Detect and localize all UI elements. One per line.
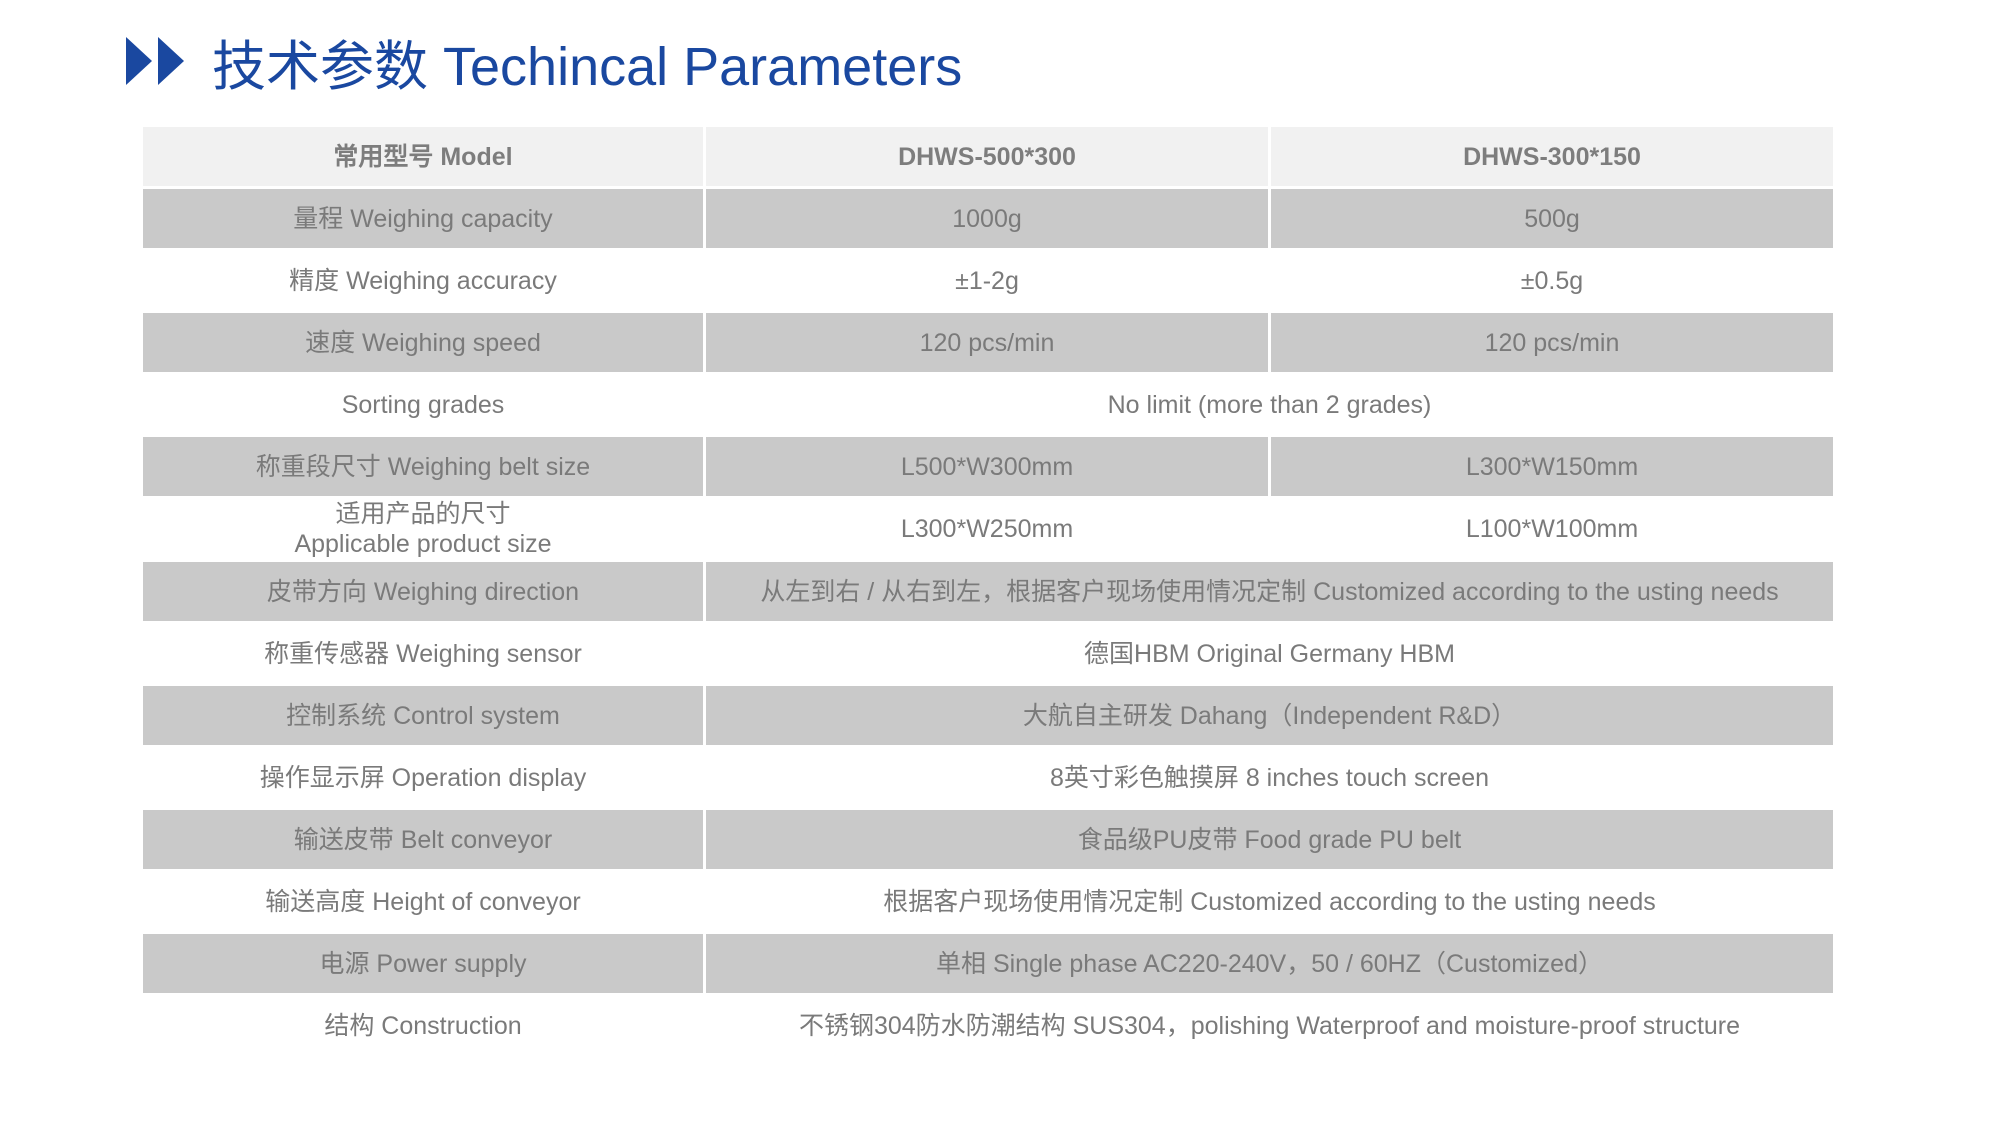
table-row: 适用产品的尺寸 Applicable product size L300*W250m… bbox=[140, 496, 1836, 562]
row-value: No limit (more than 2 grades) bbox=[703, 372, 1836, 437]
row-value: ±1-2g bbox=[703, 248, 1271, 313]
table-row: 精度 Weighing accuracy ±1-2g ±0.5g bbox=[140, 248, 1836, 313]
column-header: 常用型号 Model bbox=[140, 124, 706, 189]
row-value: 500g bbox=[1268, 186, 1836, 251]
table-row: 速度 Weighing speed 120 pcs/min 120 pcs/min bbox=[140, 310, 1836, 375]
row-value: 食品级PU皮带 Food grade PU belt bbox=[703, 807, 1836, 872]
row-value: L500*W300mm bbox=[703, 434, 1271, 499]
table-row: 称重传感器 Weighing sensor 德国HBM Original Germ… bbox=[140, 621, 1836, 686]
table-row: Sorting grades No limit (more than 2 grad… bbox=[140, 372, 1836, 437]
row-label-text: 输送高度 Height of conveyor bbox=[265, 887, 581, 916]
row-value: 不锈钢304防水防潮结构 SUS304，polishing Waterproof… bbox=[703, 993, 1836, 1058]
play-arrow-icon bbox=[126, 37, 152, 85]
page-title: 技术参数 Techincal Parameters bbox=[212, 36, 963, 97]
row-label: 量程 Weighing capacity bbox=[140, 186, 706, 251]
row-value: 120 pcs/min bbox=[703, 310, 1271, 375]
table-row: 结构 Construction 不锈钢304防水防潮结构 SUS304，polis… bbox=[140, 993, 1836, 1058]
table-row: 电源 Power supply 单相 Single phase AC220-240… bbox=[140, 931, 1836, 996]
row-value: L300*W150mm bbox=[1268, 434, 1836, 499]
row-value: 8英寸彩色触摸屏 8 inches touch screen bbox=[703, 745, 1836, 810]
row-value: 从左到右 / 从右到左，根据客户现场使用情况定制 Customized acco… bbox=[703, 559, 1836, 624]
row-label: 称重段尺寸 Weighing belt size bbox=[140, 434, 706, 499]
row-label: 适用产品的尺寸 Applicable product size bbox=[140, 496, 706, 562]
row-label-text: 电源 Power supply bbox=[319, 949, 527, 978]
row-value: 德国HBM Original Germany HBM bbox=[703, 621, 1836, 686]
row-label-text: 称重段尺寸 Weighing belt size bbox=[255, 452, 591, 481]
table-row: 皮带方向 Weighing direction 从左到右 / 从右到左，根据客户现… bbox=[140, 559, 1836, 624]
row-label: 输送高度 Height of conveyor bbox=[140, 869, 706, 934]
row-label-text: 精度 Weighing accuracy bbox=[289, 266, 557, 295]
page-header: 技术参数 Techincal Parameters bbox=[126, 28, 962, 97]
row-label: 速度 Weighing speed bbox=[140, 310, 706, 375]
table-row: 操作显示屏 Operation display 8英寸彩色触摸屏 8 inches… bbox=[140, 745, 1836, 810]
row-value: ±0.5g bbox=[1268, 248, 1836, 313]
row-label-text: 皮带方向 Weighing direction bbox=[266, 577, 580, 606]
parameters-table: 常用型号 Model DHWS-500*300 DHWS-300*150 量程 … bbox=[140, 124, 1836, 1058]
row-value: 1000g bbox=[703, 186, 1271, 251]
column-header: DHWS-500*300 bbox=[703, 124, 1271, 189]
row-label: 称重传感器 Weighing sensor bbox=[140, 621, 706, 686]
row-label: 输送皮带 Belt conveyor bbox=[140, 807, 706, 872]
row-label: Sorting grades bbox=[140, 372, 706, 437]
column-header: DHWS-300*150 bbox=[1268, 124, 1836, 189]
row-value: 大航自主研发 Dahang（Independent R&D） bbox=[703, 683, 1836, 748]
row-label-text: 操作显示屏 Operation display bbox=[259, 763, 587, 792]
table-row: 称重段尺寸 Weighing belt size L500*W300mm L300*… bbox=[140, 434, 1836, 499]
row-value: 根据客户现场使用情况定制 Customized according to the… bbox=[703, 869, 1836, 934]
row-label: 操作显示屏 Operation display bbox=[140, 745, 706, 810]
row-label-text: 输送皮带 Belt conveyor bbox=[293, 825, 553, 854]
row-label-text: Sorting grades bbox=[341, 390, 505, 419]
table-header-row: 常用型号 Model DHWS-500*300 DHWS-300*150 bbox=[140, 124, 1836, 189]
row-label: 皮带方向 Weighing direction bbox=[140, 559, 706, 624]
row-value: 120 pcs/min bbox=[1268, 310, 1836, 375]
row-label-text: 控制系统 Control system bbox=[286, 701, 560, 730]
row-label: 精度 Weighing accuracy bbox=[140, 248, 706, 313]
row-label-text: 速度 Weighing speed bbox=[305, 328, 541, 357]
row-value: L100*W100mm bbox=[1268, 496, 1836, 562]
row-label-text: 适用产品的尺寸 bbox=[335, 500, 511, 528]
row-label: 电源 Power supply bbox=[140, 931, 706, 996]
row-value: L300*W250mm bbox=[703, 496, 1271, 562]
play-arrow-icon bbox=[158, 37, 184, 85]
row-value: 单相 Single phase AC220-240V，50 / 60HZ（Cus… bbox=[703, 931, 1836, 996]
row-label-text-en: Applicable product size bbox=[294, 530, 552, 558]
row-label-text: 称重传感器 Weighing sensor bbox=[264, 639, 582, 668]
table-row: 控制系统 Control system 大航自主研发 Dahang（Indepen… bbox=[140, 683, 1836, 748]
row-label: 控制系统 Control system bbox=[140, 683, 706, 748]
row-label-text: 结构 Construction bbox=[324, 1011, 522, 1040]
table-row: 输送高度 Height of conveyor 根据客户现场使用情况定制 Cust… bbox=[140, 869, 1836, 934]
row-label: 结构 Construction bbox=[140, 993, 706, 1058]
table-row: 输送皮带 Belt conveyor 食品级PU皮带 Food grade PU … bbox=[140, 807, 1836, 872]
row-label-text: 量程 Weighing capacity bbox=[293, 204, 553, 233]
table-row: 量程 Weighing capacity 1000g 500g bbox=[140, 186, 1836, 251]
